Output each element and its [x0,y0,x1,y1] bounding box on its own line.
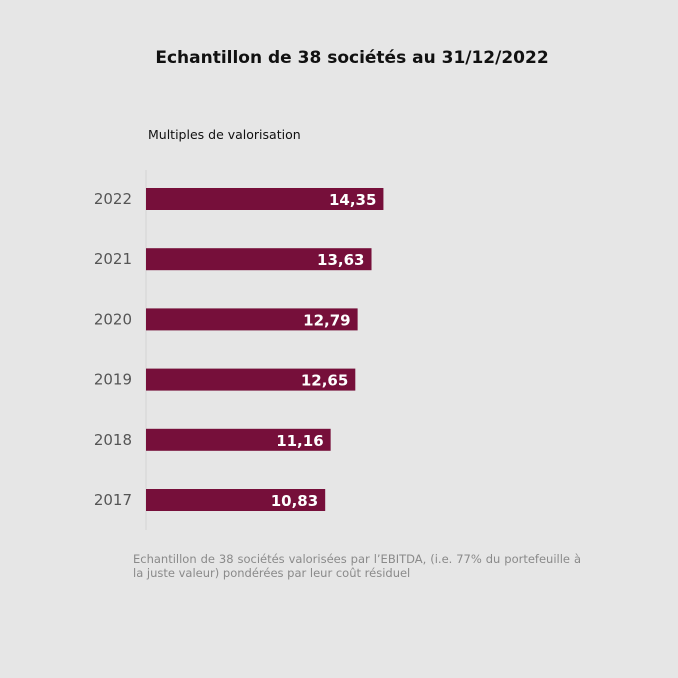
bar-value-label: 12,65 [301,372,348,390]
category-label: 2020 [94,310,132,328]
chart-title: Echantillon de 38 sociétés au 31/12/2022 [155,48,549,68]
category-label: 2017 [94,491,132,509]
bar [146,188,384,210]
bar [146,428,331,451]
category-label: 2019 [94,371,132,389]
chart-subtitle: Multiples de valorisation [148,127,301,142]
chart-footnote: Echantillon de 38 sociétés valorisées pa… [133,552,581,580]
category-label: 2018 [94,431,132,449]
category-label: 2022 [94,190,132,208]
bar [146,248,372,271]
bar [146,308,358,331]
bar [146,489,326,511]
category-label: 2021 [94,250,132,268]
bar-value-label: 10,83 [271,492,318,510]
bar-value-label: 14,35 [329,191,376,209]
bar-value-label: 11,16 [276,432,323,450]
bar-value-label: 12,79 [303,311,350,329]
bar [146,368,356,391]
bar-value-label: 13,63 [317,251,364,269]
